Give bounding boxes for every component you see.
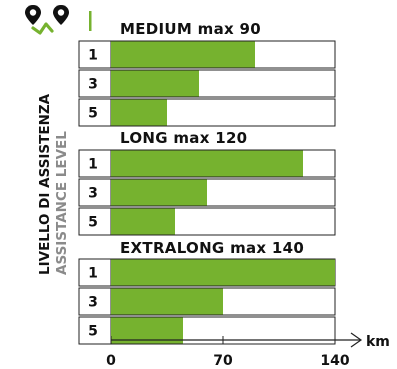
x-tick-label: 0 bbox=[106, 353, 116, 369]
x-tick-label: 70 bbox=[213, 353, 233, 369]
x-tick-label: 140 bbox=[320, 353, 349, 369]
category-label: 5 bbox=[88, 324, 98, 340]
category-label: 3 bbox=[88, 186, 98, 202]
category-label: 1 bbox=[88, 266, 98, 282]
map-pin-route-icon bbox=[25, 5, 69, 35]
bar bbox=[111, 259, 335, 286]
y-axis-label-secondary: ASSISTANCE LEVEL bbox=[54, 131, 70, 275]
chart-panel: LONG max 120 1 3 5 bbox=[78, 129, 336, 236]
x-axis-arrow bbox=[350, 332, 363, 348]
x-axis-unit: km bbox=[366, 334, 390, 350]
category-label: 5 bbox=[88, 106, 98, 122]
bar bbox=[111, 317, 183, 344]
logo-divider bbox=[89, 11, 92, 31]
category-label: 1 bbox=[88, 157, 98, 173]
bar bbox=[111, 99, 167, 126]
y-axis-label: LIVELLO DI ASSISTENZA bbox=[37, 93, 53, 275]
category-label: 5 bbox=[88, 215, 98, 231]
bar bbox=[111, 70, 199, 97]
panel-title: LONG max 120 bbox=[120, 129, 247, 147]
x-axis: 0 70 140 km bbox=[106, 332, 390, 369]
chart-panel: EXTRALONG max 140 1 3 5 bbox=[78, 239, 336, 345]
bar bbox=[111, 288, 223, 315]
bar bbox=[111, 150, 303, 177]
bar bbox=[111, 179, 207, 206]
category-label: 1 bbox=[88, 48, 98, 64]
panel-title: MEDIUM max 90 bbox=[120, 20, 261, 38]
bar bbox=[111, 208, 175, 235]
category-label: 3 bbox=[88, 295, 98, 311]
panel-title: EXTRALONG max 140 bbox=[120, 239, 304, 257]
category-label: 3 bbox=[88, 77, 98, 93]
bar bbox=[111, 41, 255, 68]
chart-panel: MEDIUM max 90 1 3 5 bbox=[78, 20, 336, 127]
